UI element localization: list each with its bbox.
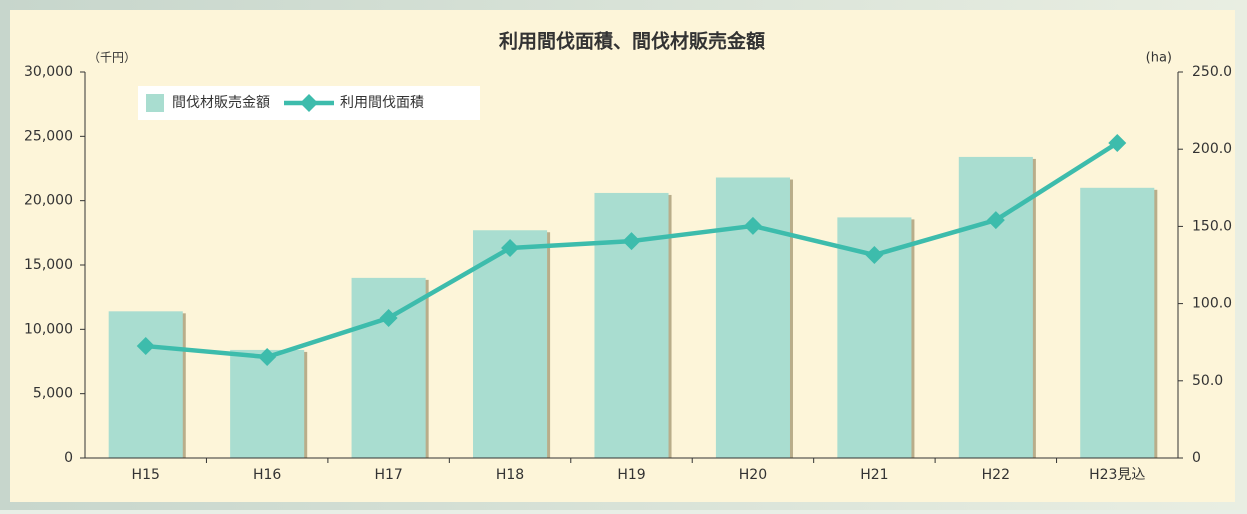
x-tick-label: H15: [132, 467, 160, 483]
bar: [109, 311, 183, 458]
y-tick-label: 30,000: [24, 64, 73, 80]
bar: [1080, 188, 1154, 458]
y-tick-label: 10,000: [24, 321, 73, 337]
chart: 利用間伐面積、間伐材販売金額 （千円） (ha) 0 5,000 10,000 15,…: [0, 0, 1247, 510]
y-tick-label: 25,000: [24, 128, 73, 144]
x-tick-label: H20: [739, 467, 767, 483]
legend-label: 利用間伐面積: [340, 95, 424, 111]
x-tick-label: H23見込: [1089, 467, 1145, 483]
x-tick-label: H22: [982, 467, 1010, 483]
y-tick-label: 15,000: [24, 257, 73, 273]
y2-tick-label: 100.0: [1192, 296, 1232, 312]
y2-axis-label: (ha): [1146, 51, 1172, 66]
y2-tick-label: 150.0: [1192, 218, 1232, 234]
legend-swatch: [146, 94, 164, 112]
legend-label: 間伐材販売金額: [172, 95, 270, 111]
page: 利用間伐面積、間伐材販売金額 （千円） (ha) 0 5,000 10,000 15,…: [0, 0, 1247, 510]
y2-tick-label: 250.0: [1192, 64, 1232, 80]
y-axis-label: （千円）: [88, 51, 136, 65]
y2-tick-label: 50.0: [1192, 373, 1223, 389]
x-tick-label: H19: [617, 467, 645, 483]
y-tick-label: 5,000: [33, 386, 73, 402]
y-tick-label: 20,000: [24, 193, 73, 209]
x-tick-label: H18: [496, 467, 524, 483]
y2-tick-label: 0: [1192, 450, 1201, 466]
x-tick-label: H21: [860, 467, 888, 483]
x-tick-label: H16: [253, 467, 281, 483]
y2-tick-label: 200.0: [1192, 141, 1232, 157]
chart-title: 利用間伐面積、間伐材販売金額: [499, 30, 765, 53]
bar: [230, 350, 304, 458]
y-tick-label: 0: [64, 450, 73, 466]
x-tick-label: H17: [374, 467, 402, 483]
